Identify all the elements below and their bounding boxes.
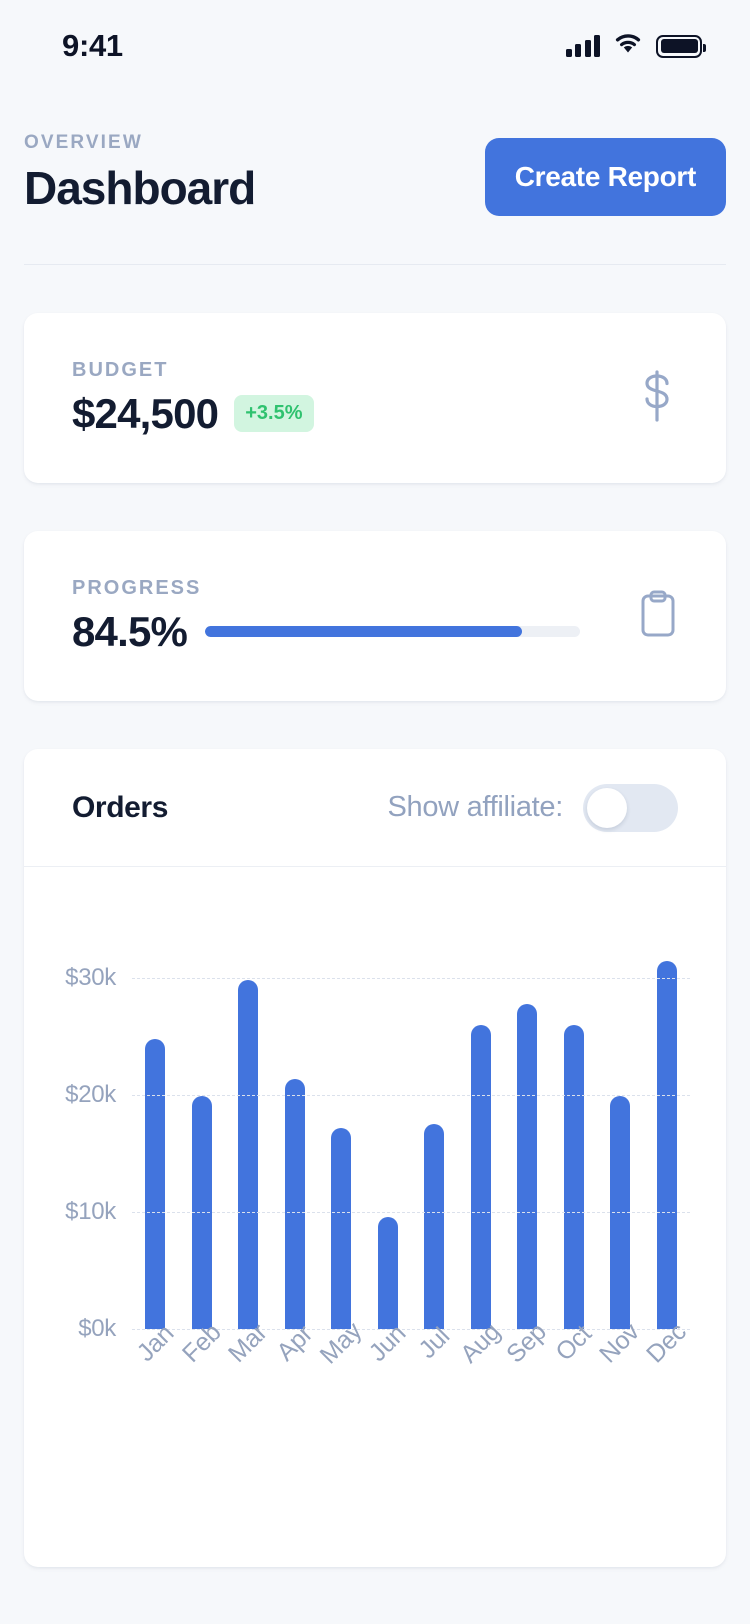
chart-gridline bbox=[132, 1095, 690, 1097]
chart-bar-slot[interactable] bbox=[132, 943, 179, 1329]
budget-value: $24,500 bbox=[72, 389, 219, 437]
chart-bars bbox=[132, 943, 690, 1329]
chart-y-tick-label: $10k bbox=[65, 1198, 116, 1226]
show-affiliate-toggle[interactable] bbox=[583, 783, 678, 832]
chart-bar[interactable] bbox=[145, 1038, 166, 1329]
page-header: OVERVIEW Dashboard Create Report bbox=[0, 92, 750, 216]
chart-bar[interactable] bbox=[656, 960, 677, 1329]
chart-x-label-slot: Dec bbox=[641, 1318, 692, 1369]
spacer bbox=[0, 701, 750, 749]
chart-bar[interactable] bbox=[563, 1024, 584, 1329]
chart-y-tick-label: $0k bbox=[78, 1315, 116, 1342]
status-bar: 9:41 bbox=[0, 0, 750, 92]
status-badge: +3.5% bbox=[234, 395, 314, 432]
chart-plot-area: $0k $10k $20k $30k bbox=[65, 943, 690, 1342]
create-report-button[interactable]: Create Report bbox=[484, 138, 726, 216]
chart-bar-slot[interactable] bbox=[179, 943, 226, 1329]
chart-bar[interactable] bbox=[517, 1003, 538, 1329]
chart-bar[interactable] bbox=[331, 1127, 352, 1329]
progress-value-row: 84.5% bbox=[72, 607, 581, 656]
progress-value: 84.5% bbox=[72, 607, 188, 655]
breadcrumb-eyebrow: OVERVIEW bbox=[24, 132, 143, 153]
chart-bar[interactable] bbox=[238, 980, 259, 1329]
chart-y-tick-label: $30k bbox=[65, 964, 116, 992]
budget-content: BUDGET $24,500 +3.5% bbox=[72, 359, 314, 438]
chart-bar-slot[interactable] bbox=[318, 943, 365, 1329]
chart-bar-slot[interactable] bbox=[365, 943, 412, 1329]
chart-bar[interactable] bbox=[470, 1024, 491, 1329]
progress-content: PROGRESS 84.5% bbox=[72, 576, 581, 656]
chart-x-label-slot: Feb bbox=[177, 1318, 227, 1368]
orders-title: Orders bbox=[72, 790, 168, 824]
chart-x-tick-label: Jul bbox=[413, 1322, 455, 1365]
chart-x-label-slot: Sep bbox=[502, 1318, 553, 1369]
page-title: Dashboard bbox=[24, 162, 256, 214]
chart-x-label-slot: Mar bbox=[223, 1318, 273, 1368]
chart-x-label-slot: Nov bbox=[595, 1318, 646, 1369]
chart-bar[interactable] bbox=[424, 1124, 445, 1329]
wifi-icon bbox=[614, 33, 642, 60]
chart-x-label-slot: May bbox=[315, 1317, 368, 1370]
orders-card-header: Orders Show affiliate: bbox=[24, 749, 726, 867]
dollar-sign-icon bbox=[636, 368, 678, 429]
spacer bbox=[0, 483, 750, 531]
orders-card: Orders Show affiliate: $0k $10k $20k $30k J… bbox=[24, 749, 726, 1567]
show-affiliate-label: Show affiliate: bbox=[387, 791, 563, 823]
show-affiliate-control: Show affiliate: bbox=[387, 783, 678, 832]
budget-card[interactable]: BUDGET $24,500 +3.5% bbox=[24, 313, 726, 483]
chart-gridline bbox=[132, 1212, 690, 1214]
chart-bar[interactable] bbox=[377, 1216, 398, 1329]
chart-bar-slot[interactable] bbox=[504, 943, 551, 1329]
chart-bar[interactable] bbox=[284, 1078, 305, 1329]
clipboard-icon bbox=[638, 589, 678, 644]
chart-gridline bbox=[132, 978, 690, 980]
budget-value-row: $24,500 +3.5% bbox=[72, 390, 314, 438]
chart-bar-slot[interactable] bbox=[597, 943, 644, 1329]
header-divider bbox=[24, 264, 726, 265]
chart-bar-slot[interactable] bbox=[411, 943, 458, 1329]
chart-bar-slot[interactable] bbox=[551, 943, 598, 1329]
chart-bar-slot[interactable] bbox=[458, 943, 505, 1329]
chart-y-tick-label: $20k bbox=[65, 1081, 116, 1109]
progress-label: PROGRESS bbox=[72, 576, 202, 599]
chart-x-label-slot: Jan bbox=[131, 1319, 179, 1367]
status-time: 9:41 bbox=[62, 28, 123, 63]
toggle-knob bbox=[587, 787, 627, 828]
chart-gridline bbox=[132, 1329, 690, 1330]
chart-x-label-slot: Aug bbox=[455, 1318, 506, 1369]
chart-x-label-slot: Apr bbox=[271, 1320, 319, 1367]
status-icons bbox=[565, 33, 706, 60]
spacer bbox=[0, 265, 750, 313]
orders-bar-chart: $0k $10k $20k $30k Jan Feb Mar Apr May Jun Jul Aug… bbox=[24, 867, 726, 1567]
cellular-bars-icon bbox=[565, 35, 600, 57]
chart-x-axis: Jan Feb Mar Apr May Jun Jul Aug Sep Oct Nov Dec bbox=[131, 1317, 692, 1370]
progress-card[interactable]: PROGRESS 84.5% bbox=[24, 531, 726, 701]
chart-bar-slot[interactable] bbox=[644, 943, 691, 1329]
progress-bar-fill bbox=[205, 626, 522, 637]
budget-label: BUDGET bbox=[72, 358, 169, 381]
progress-bar bbox=[205, 626, 581, 637]
chart-bar-slot[interactable] bbox=[272, 943, 319, 1329]
header-titles: OVERVIEW Dashboard bbox=[24, 132, 256, 214]
chart-x-label-slot: Jun bbox=[364, 1319, 412, 1367]
chart-x-label-slot: Jul bbox=[411, 1322, 458, 1364]
chart-bar-slot[interactable] bbox=[225, 943, 272, 1329]
battery-full-icon bbox=[656, 34, 706, 58]
chart-x-label-slot: Oct bbox=[550, 1320, 598, 1367]
